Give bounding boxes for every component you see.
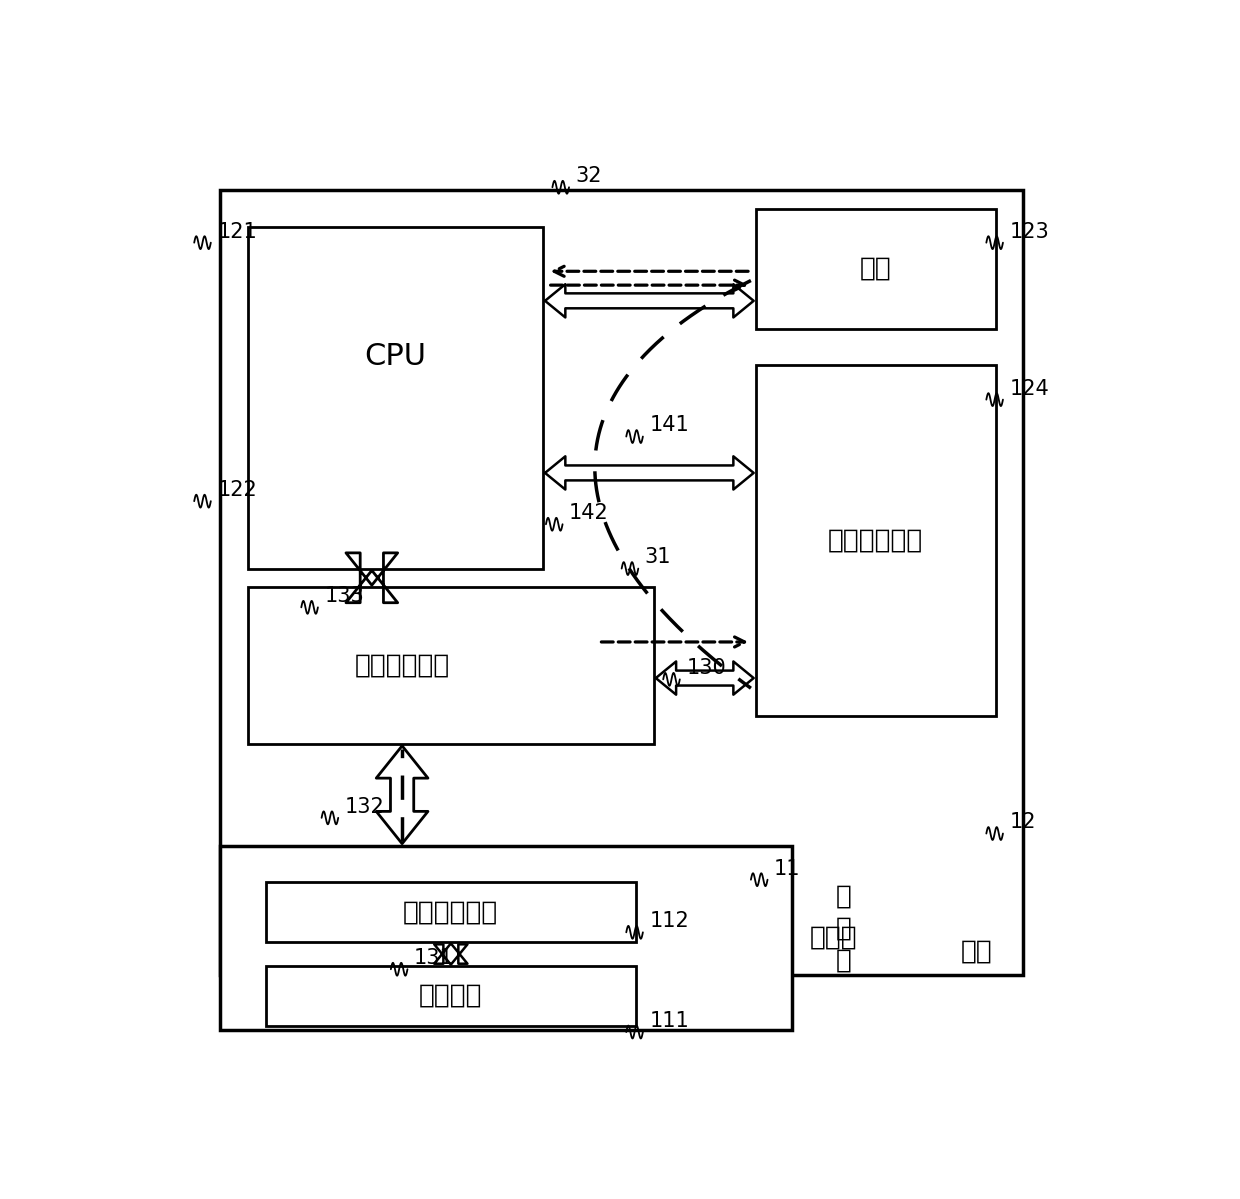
Text: 122: 122 xyxy=(217,480,257,500)
Text: 主板: 主板 xyxy=(961,939,993,965)
Text: 133: 133 xyxy=(325,586,365,607)
Bar xyxy=(219,845,792,1030)
Polygon shape xyxy=(656,662,754,694)
Text: 123: 123 xyxy=(1009,222,1049,241)
Bar xyxy=(248,227,543,568)
Text: 111: 111 xyxy=(650,1011,689,1031)
Text: 接口芯片: 接口芯片 xyxy=(419,982,482,1008)
Text: 12: 12 xyxy=(1009,813,1035,832)
Text: 31: 31 xyxy=(645,548,671,567)
Bar xyxy=(267,965,635,1025)
Text: 131: 131 xyxy=(414,948,454,968)
Bar xyxy=(267,882,635,942)
Polygon shape xyxy=(546,284,754,318)
Text: 142: 142 xyxy=(569,504,609,523)
Polygon shape xyxy=(546,457,754,489)
Text: 第二逻辑装置: 第二逻辑装置 xyxy=(828,528,923,554)
Text: 141: 141 xyxy=(650,416,689,435)
Text: 121: 121 xyxy=(217,222,257,241)
Text: 130: 130 xyxy=(686,658,727,679)
Text: 11: 11 xyxy=(774,858,801,879)
Text: 112: 112 xyxy=(650,911,689,932)
Text: 32: 32 xyxy=(575,167,601,186)
Text: 以太交换芯片: 以太交换芯片 xyxy=(355,652,450,679)
Bar xyxy=(755,366,996,716)
Text: 124: 124 xyxy=(1009,379,1049,398)
Polygon shape xyxy=(376,746,428,844)
Bar xyxy=(248,588,653,743)
Text: 第一逻辑装置: 第一逻辑装置 xyxy=(403,899,498,926)
Text: 接
口
板: 接 口 板 xyxy=(836,884,851,974)
Text: 接口板: 接口板 xyxy=(810,924,858,951)
Polygon shape xyxy=(346,553,398,603)
Text: 132: 132 xyxy=(345,797,384,817)
Bar xyxy=(219,189,1023,975)
Text: CPU: CPU xyxy=(365,342,427,372)
Text: 内存: 内存 xyxy=(859,255,892,282)
Bar xyxy=(755,209,996,329)
Polygon shape xyxy=(434,944,467,965)
